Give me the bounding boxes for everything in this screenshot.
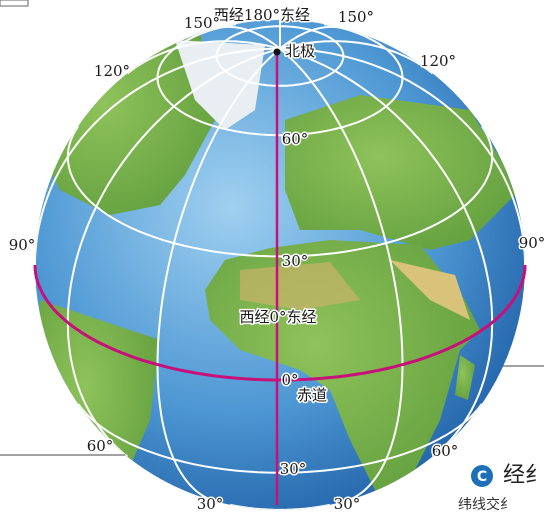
corner-heading: C 经纟 纬线交纟 — [455, 455, 544, 515]
north-pole-dot — [273, 48, 281, 56]
heading: 经纟 — [503, 463, 544, 488]
label: 西经180°东经 — [214, 6, 310, 24]
land-masses — [35, 30, 520, 510]
label: 赤道 — [297, 386, 327, 404]
meridian — [279, 47, 494, 458]
meridian — [279, 47, 404, 503]
label: 150° — [184, 14, 220, 32]
meridian — [66, 47, 281, 458]
meridian — [156, 47, 281, 503]
label: 30° — [280, 460, 307, 478]
label: 120° — [420, 52, 456, 70]
meridian — [279, 40, 434, 75]
label: 西经0°东经 — [239, 308, 316, 326]
parallel — [230, 503, 330, 510]
label: 150° — [338, 8, 374, 26]
label: 120° — [94, 62, 130, 80]
graticule — [35, 20, 525, 510]
subtext: 纬线交纟 — [458, 496, 514, 513]
label: 60° — [87, 437, 114, 455]
label: 60° — [432, 442, 459, 460]
label: 60° — [282, 130, 309, 148]
badge: C — [477, 469, 487, 485]
equator-line — [33, 264, 527, 382]
parallel — [77, 403, 483, 474]
parallel — [66, 125, 494, 258]
parallel — [215, 25, 345, 87]
label: 90° — [519, 234, 544, 252]
meridian — [126, 40, 281, 75]
label: 30° — [197, 495, 224, 513]
label: 30° — [334, 495, 361, 513]
label: 30° — [282, 252, 309, 270]
label: 90° — [9, 236, 36, 254]
label: 北极 — [285, 42, 315, 60]
label: 0° — [281, 371, 298, 389]
parallel — [156, 23, 404, 137]
